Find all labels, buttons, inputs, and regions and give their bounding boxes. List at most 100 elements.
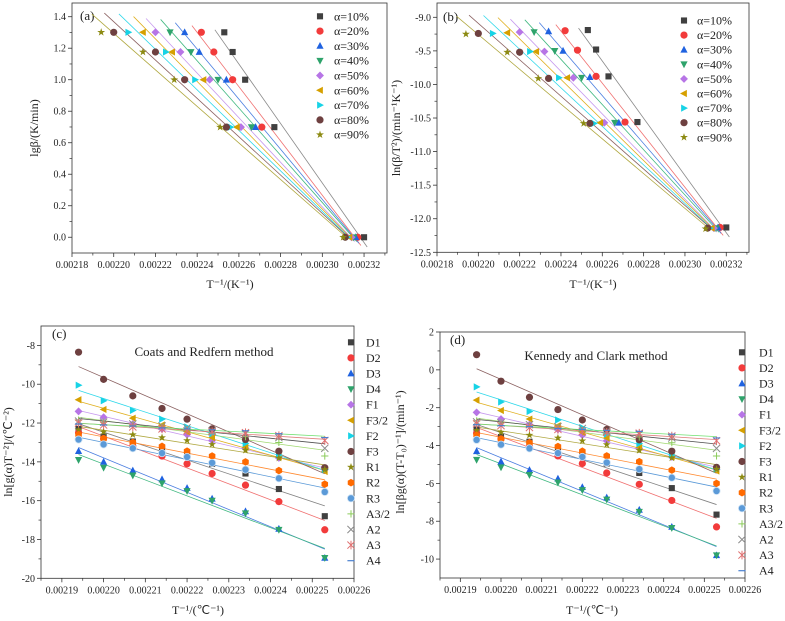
data-point	[321, 480, 329, 488]
fit-line-40	[160, 19, 358, 242]
data-point	[540, 47, 549, 56]
data-point	[668, 524, 676, 532]
data-point	[242, 458, 249, 466]
data-point	[472, 435, 481, 444]
data-point	[242, 76, 249, 83]
fit-line-F3	[78, 366, 325, 475]
legend-label: F3	[366, 445, 379, 459]
legend-marker	[346, 494, 355, 503]
legend-label: A4	[759, 564, 774, 578]
legend-marker	[316, 86, 323, 94]
data-point	[635, 457, 643, 466]
x-tick-label: 0.00226	[223, 260, 256, 271]
data-point	[162, 48, 170, 56]
data-point	[320, 465, 329, 473]
legend-label: D1	[759, 345, 774, 359]
data-point	[635, 480, 643, 488]
legend-marker	[316, 41, 324, 49]
x-tick-label: 0.00221	[525, 585, 558, 596]
data-point	[229, 48, 236, 56]
data-point	[516, 48, 524, 56]
data-point	[525, 393, 534, 401]
fit-line-R3	[476, 437, 717, 488]
x-tick-label: 0.00224	[254, 585, 287, 596]
data-point	[360, 234, 368, 241]
data-points	[461, 26, 730, 233]
data-point	[187, 49, 195, 56]
legend-marker	[316, 130, 324, 139]
x-tick-label: 0.00220	[97, 260, 130, 271]
data-point	[559, 46, 567, 54]
method-annotation: Coats and Redfern method	[135, 344, 274, 359]
legend-label: α=60%	[334, 83, 369, 97]
data-point	[635, 465, 644, 474]
data-point	[525, 466, 534, 474]
data-point	[181, 76, 189, 84]
y-tick-label: -11.5	[411, 181, 431, 192]
data-point	[258, 123, 266, 131]
legend-label: D3	[366, 367, 381, 381]
data-point	[74, 425, 83, 434]
legend-marker	[738, 410, 746, 419]
fit-line-D3	[78, 447, 325, 550]
panel-label: (b)	[443, 9, 458, 24]
data-point	[100, 397, 108, 405]
data-point	[208, 469, 216, 478]
data-point	[712, 465, 721, 473]
legend-marker	[738, 472, 746, 481]
legend-marker	[347, 354, 355, 362]
data-point	[551, 47, 559, 55]
y-tick-label: -9.0	[415, 13, 431, 24]
legend-marker	[738, 457, 746, 466]
legend-marker	[347, 369, 355, 377]
data-point	[159, 415, 166, 423]
data-point	[222, 123, 230, 131]
data-point	[573, 46, 582, 54]
data-point	[554, 442, 562, 451]
legend-label: α=20%	[334, 24, 369, 38]
data-point	[99, 413, 108, 422]
data-point	[181, 28, 189, 36]
x-axis-title: T⁻¹/(K⁻¹)	[206, 277, 253, 291]
legend-marker	[738, 379, 746, 387]
data-point	[275, 438, 283, 447]
legend-marker	[738, 550, 746, 560]
fit-line-20	[555, 24, 724, 236]
data-point	[635, 428, 644, 438]
data-point	[497, 428, 505, 436]
x-tick-label: 0.00220	[87, 585, 120, 596]
data-point	[497, 464, 505, 472]
data-point	[473, 383, 481, 391]
data-point	[158, 404, 166, 413]
data-point	[183, 447, 191, 455]
legend-label: A3/2	[366, 507, 390, 521]
x-tick-label: 0.00222	[503, 259, 536, 270]
y-tick-label: 1.0	[54, 75, 67, 86]
data-point	[158, 433, 166, 441]
fit-line-D2	[476, 427, 717, 519]
y-tick-label: 0.0	[54, 233, 67, 244]
data-point	[593, 46, 600, 53]
data-point	[128, 430, 137, 439]
legend-marker	[316, 116, 324, 124]
y-tick-label: -8	[27, 341, 35, 352]
data-point	[251, 123, 260, 131]
panel-label: (d)	[450, 332, 465, 347]
data-point	[129, 392, 137, 400]
legend-marker	[680, 89, 687, 98]
legend-label: D4	[759, 392, 774, 406]
legend-marker	[347, 540, 355, 550]
data-point	[128, 414, 136, 422]
data-point	[584, 26, 591, 34]
legend-marker	[347, 478, 355, 487]
data-point	[158, 424, 166, 434]
legend-label: R2	[366, 476, 380, 490]
data-point	[569, 73, 578, 82]
data-point	[275, 498, 283, 506]
data-point	[241, 446, 250, 454]
data-point	[158, 449, 167, 458]
data-point	[712, 552, 721, 560]
fit-line-F3	[476, 368, 717, 474]
data-point	[229, 76, 237, 84]
y-tick-label: 0	[429, 365, 434, 376]
